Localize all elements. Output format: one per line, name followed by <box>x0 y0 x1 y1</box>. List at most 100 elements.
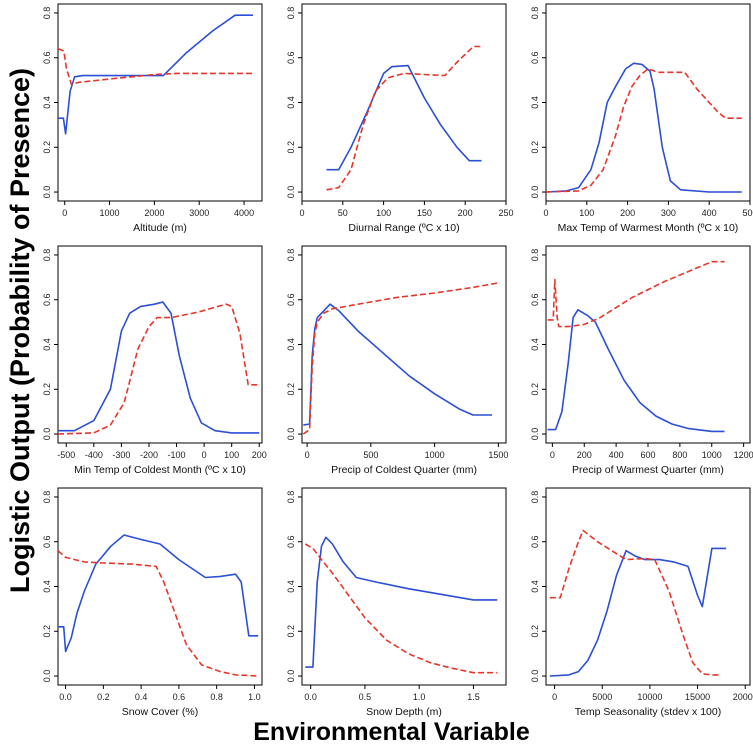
y-tick-label: 0.6 <box>286 535 296 548</box>
x-tick-label: 1000 <box>702 450 722 460</box>
series-line-solid <box>326 64 482 171</box>
panel-x-axis-label: Precip of Coldest Quarter (mm) <box>331 464 477 476</box>
x-tick-label: -100 <box>168 450 186 460</box>
series-line-solid <box>549 547 727 677</box>
panel-1: 0 1000 2000 3000 4000 0.0 0.2 0.4 0.6 0.8 Altitude… <box>42 3 263 234</box>
y-tick-label: 0.2 <box>42 141 52 154</box>
x-tick-label: 3000 <box>189 208 209 218</box>
series-line-dashed <box>302 282 499 435</box>
panel-5: 0 500 1000 1500 0.0 0.2 0.4 0.6 0.8 Precip of Col… <box>286 245 508 476</box>
panel-x-axis-label: Max Temp of Warmest Month (ºC x 10) <box>558 222 739 234</box>
x-tick-label: -500 <box>57 450 75 460</box>
x-tick-label: 5000 <box>592 692 612 702</box>
series-line-solid <box>303 303 492 426</box>
series-line-dashed <box>58 303 260 435</box>
y-tick-label: 0.8 <box>530 249 540 262</box>
series-line-solid <box>58 14 253 135</box>
x-tick-label: 15000 <box>685 692 710 702</box>
y-tick-label: 0.0 <box>42 428 52 441</box>
y-tick-label: 0.8 <box>286 491 296 504</box>
y-tick-label: 0.4 <box>42 338 52 351</box>
y-tick-label: 0.2 <box>286 141 296 154</box>
x-tick-label: 1000 <box>100 208 120 218</box>
x-tick-label: 10000 <box>637 692 662 702</box>
y-tick-label: 0.0 <box>42 186 52 199</box>
x-tick-label: 100 <box>224 450 239 460</box>
x-tick-label: 0 <box>62 208 67 218</box>
x-tick-label: 200 <box>577 450 592 460</box>
y-tick-label: 0.8 <box>286 7 296 20</box>
y-tick-label: 0.6 <box>286 51 296 64</box>
x-tick-label: 1200 <box>734 450 753 460</box>
x-tick-label: 800 <box>672 450 687 460</box>
x-tick-label: 0.4 <box>135 692 148 702</box>
x-tick-label: 1.5 <box>467 692 480 702</box>
x-tick-label: 400 <box>702 208 717 218</box>
x-tick-label: 0.0 <box>59 692 72 702</box>
panel-frame <box>545 245 751 444</box>
panel-7: 0.0 0.2 0.4 0.6 0.8 1.0 0.0 0.2 0.4 0.6 0.8 Snow Co… <box>42 487 263 718</box>
y-tick-label: 0.2 <box>286 625 296 638</box>
x-tick-label: 0.2 <box>97 692 110 702</box>
panel-x-axis-label: Snow Cover (%) <box>122 706 198 718</box>
y-tick-label: 0.4 <box>286 580 296 593</box>
y-tick-label: 0.4 <box>530 338 540 351</box>
panel-frame <box>57 245 263 444</box>
series-line-dashed <box>547 260 725 328</box>
y-tick-label: 0.8 <box>286 249 296 262</box>
y-tick-label: 0.4 <box>42 580 52 593</box>
panel-x-axis-label: Temp Seasonality (stdev x 100) <box>575 706 722 718</box>
panel-8: 0.0 0.5 1.0 1.5 0.0 0.2 0.4 0.6 0.8 Snow Depth (m… <box>286 487 507 718</box>
series-line-solid <box>58 534 259 653</box>
y-tick-label: 0.8 <box>530 491 540 504</box>
x-tick-label: 50 <box>338 208 348 218</box>
y-tick-label: 0.8 <box>42 491 52 504</box>
x-tick-label: 200 <box>252 450 267 460</box>
x-tick-label: 250 <box>498 208 513 218</box>
y-tick-label: 0.2 <box>530 141 540 154</box>
x-tick-label: -300 <box>112 450 130 460</box>
panel-x-axis-label: Precip of Warmest Quarter (mm) <box>572 464 724 476</box>
x-tick-label: 0.8 <box>210 692 223 702</box>
x-tick-label: 600 <box>640 450 655 460</box>
x-tick-label: 0 <box>299 208 304 218</box>
x-tick-label: 200 <box>620 208 635 218</box>
panel-x-axis-label: Diurnal Range (ºC x 10) <box>348 222 459 234</box>
x-tick-label: -400 <box>85 450 103 460</box>
series-line-dashed <box>549 529 722 676</box>
x-tick-label: 100 <box>579 208 594 218</box>
y-tick-label: 0.0 <box>530 670 540 683</box>
x-tick-label: 500 <box>742 208 753 218</box>
series-line-solid <box>58 301 260 434</box>
y-tick-label: 0.6 <box>42 293 52 306</box>
y-tick-label: 0.4 <box>530 580 540 593</box>
x-tick-label: 1000 <box>425 450 445 460</box>
panel-x-axis-label: Altitude (m) <box>133 222 187 234</box>
x-tick-label: 400 <box>609 450 624 460</box>
y-tick-label: 0.0 <box>286 428 296 441</box>
panel-frame <box>301 487 507 686</box>
y-tick-label: 0.4 <box>530 96 540 109</box>
panel-frame <box>301 245 507 444</box>
x-tick-label: 1.0 <box>413 692 426 702</box>
x-tick-label: 2000 <box>144 208 164 218</box>
panel-2: 0 50 100 150 200 250 0.0 0.2 0.4 0.6 0.8 Diurnal Ra… <box>286 3 514 234</box>
y-tick-label: 0.8 <box>42 249 52 262</box>
y-tick-label: 0.2 <box>530 625 540 638</box>
series-line-dashed <box>304 543 498 674</box>
series-line-solid <box>305 536 498 668</box>
x-tick-label: 1.0 <box>248 692 261 702</box>
series-line-dashed <box>58 48 253 86</box>
panel-3: 0 100 200 300 400 500 0.0 0.2 0.4 0.6 0.8 Max Temp … <box>530 3 753 234</box>
y-tick-label: 0.6 <box>530 535 540 548</box>
y-tick-label: 0.0 <box>286 670 296 683</box>
y-tick-label: 0.0 <box>286 186 296 199</box>
series-line-dashed <box>58 550 259 677</box>
panel-frame <box>301 3 507 202</box>
x-tick-label: 0 <box>543 208 548 218</box>
y-tick-label: 0.6 <box>530 51 540 64</box>
x-tick-label: 150 <box>417 208 432 218</box>
